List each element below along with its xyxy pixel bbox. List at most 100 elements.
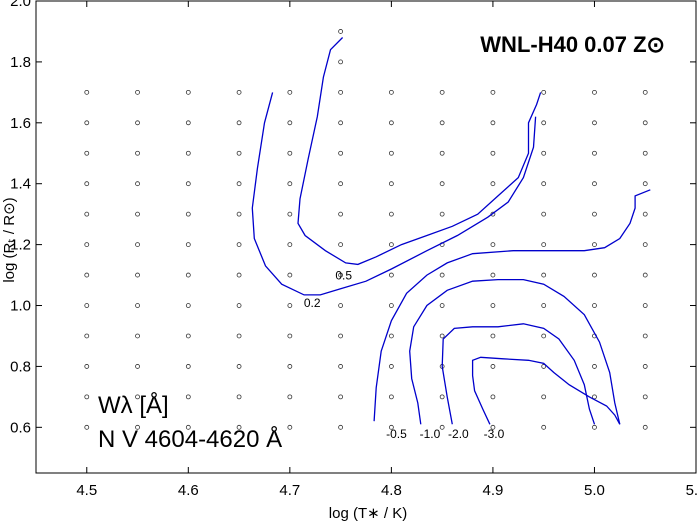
y-tick-label: 0.6 [10, 419, 31, 436]
grid-point [541, 364, 547, 369]
grid-point [236, 89, 242, 95]
grid-point [592, 150, 597, 156]
grid-point [185, 211, 191, 217]
grid-point [592, 364, 597, 369]
grid-point [287, 89, 293, 95]
contour-line-3 [409, 278, 621, 425]
grid-point [135, 150, 140, 156]
grid-point [592, 181, 597, 187]
grid-point [541, 424, 547, 430]
grid-point [388, 89, 394, 95]
grid-point [592, 424, 597, 430]
contour-line-4 [441, 323, 596, 425]
grid-point [84, 272, 90, 278]
grid-point [287, 150, 293, 156]
grid-point [185, 333, 191, 339]
grid-point [135, 89, 140, 95]
grid-point [185, 272, 191, 278]
grid-point [642, 242, 648, 248]
grid-point [388, 394, 394, 400]
grid-point [338, 89, 344, 95]
x-tick-label: 4.5 [76, 482, 97, 499]
grid-point [185, 120, 191, 126]
grid-point [338, 120, 344, 126]
grid-point [490, 364, 496, 369]
grid-point [236, 181, 242, 187]
grid-point [439, 424, 445, 430]
grid-point [490, 89, 496, 95]
grid-point [84, 424, 90, 430]
y-axis-label: log (Rₜ / R⊙) [1, 197, 18, 282]
grid-point [287, 394, 293, 400]
x-tick-label: 5.1 [686, 482, 697, 499]
grid-point [439, 303, 445, 308]
grid-point [84, 242, 90, 248]
grid-point [388, 242, 394, 248]
grid-point [388, 181, 394, 187]
grid-point [236, 242, 242, 248]
grid-point [490, 242, 496, 248]
grid-point [84, 211, 90, 217]
grid-point [338, 211, 344, 217]
grid-point [135, 272, 140, 278]
grid-point [490, 394, 496, 400]
grid-point [135, 211, 140, 217]
grid-point [490, 181, 496, 187]
contour-label-0: 0.2 [304, 296, 321, 310]
grid-point [84, 150, 90, 156]
grid-point [642, 394, 648, 400]
grid-point [592, 303, 597, 308]
contour-label-5: -3.0 [484, 427, 505, 441]
x-tick-label: 4.9 [482, 482, 503, 499]
grid-point [338, 272, 344, 278]
grid-point [135, 303, 140, 308]
grid-point [338, 303, 344, 308]
grid-point [185, 181, 191, 187]
grid-point [338, 333, 344, 339]
grid-point [642, 303, 648, 308]
model-grid-points [84, 29, 648, 430]
grid-point [541, 150, 547, 156]
grid-point [592, 272, 597, 278]
grid-point [592, 89, 597, 95]
contour-line-1 [297, 37, 542, 266]
grid-point [84, 89, 90, 95]
contour-label-4: -2.0 [448, 427, 469, 441]
x-axis-label: log (T∗ / K) [329, 505, 407, 522]
grid-point [388, 364, 394, 369]
grid-point [642, 120, 648, 126]
grid-point [135, 364, 140, 369]
grid-point [84, 333, 90, 339]
grid-point [439, 120, 445, 126]
grid-point [338, 150, 344, 156]
grid-point [439, 89, 445, 95]
grid-point [338, 424, 344, 430]
x-tick-label: 4.7 [279, 482, 300, 499]
grid-point [388, 333, 394, 339]
grid-point [135, 333, 140, 339]
grid-point [287, 242, 293, 248]
grid-point [490, 303, 496, 308]
grid-point [338, 364, 344, 369]
contour-labels: 0.2 0.5 -0.5 -1.0 -2.0 -3.0 [304, 269, 505, 441]
grid-point [185, 89, 191, 95]
grid-point [338, 181, 344, 187]
grid-point [236, 211, 242, 217]
grid-point [135, 242, 140, 248]
grid-point [490, 333, 496, 339]
grid-point [135, 394, 140, 400]
y-tick-label: 1.2 [10, 237, 31, 254]
grid-point [236, 303, 242, 308]
grid-point [84, 120, 90, 126]
grid-point [439, 211, 445, 217]
grid-point [236, 394, 242, 400]
grid-point [135, 120, 140, 126]
grid-point [642, 150, 648, 156]
grid-point [388, 120, 394, 126]
grid-point [287, 120, 293, 126]
grid-point [388, 211, 394, 217]
y-tick-label: 1.4 [10, 176, 31, 193]
grid-point [490, 150, 496, 156]
x-tick-label: 5.0 [584, 482, 605, 499]
